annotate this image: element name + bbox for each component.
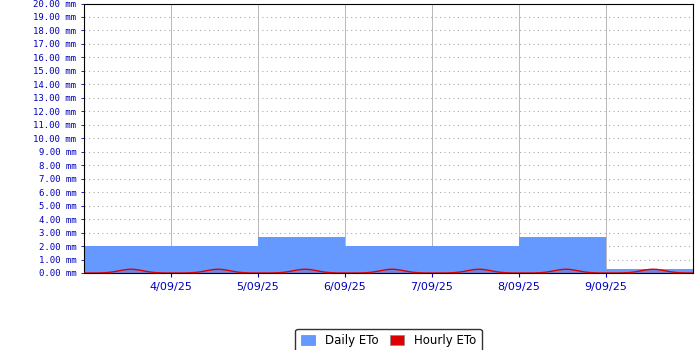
Legend: Daily ETo, Hourly ETo: Daily ETo, Hourly ETo xyxy=(295,329,482,350)
